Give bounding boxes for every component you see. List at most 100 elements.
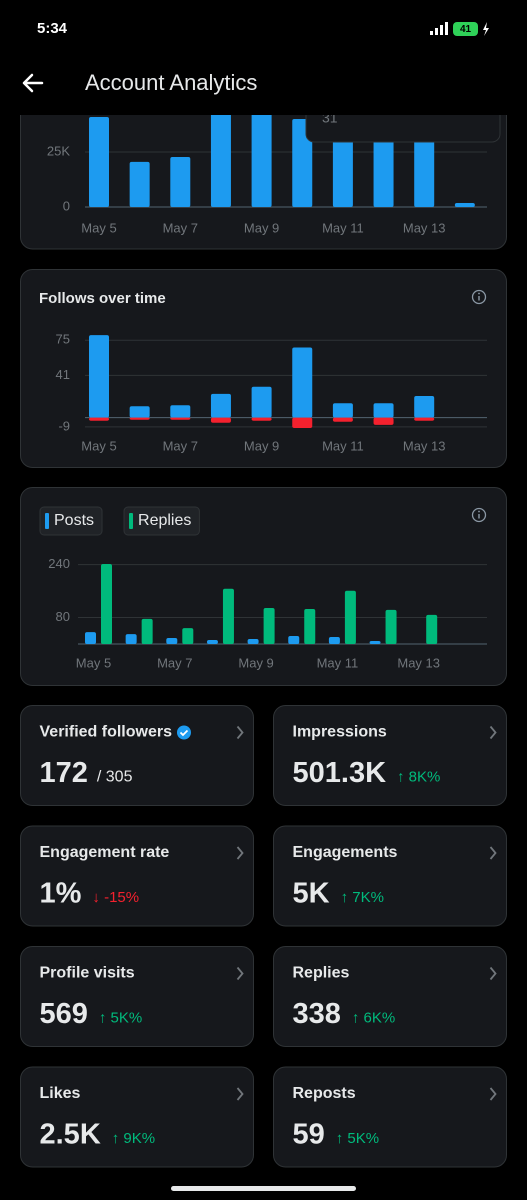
chevron: [236, 1087, 244, 1101]
bar: [292, 417, 313, 428]
legend-swatch: [129, 513, 134, 529]
tooltip: 31: [305, 110, 501, 143]
x-tick-label: May 9: [238, 655, 273, 670]
battery-icon: [453, 22, 478, 36]
bar: [141, 618, 153, 644]
bar: [373, 139, 394, 207]
info-icon[interactable]: [471, 507, 487, 523]
x-tick-label: May 5: [81, 438, 116, 453]
y-tick-label: 0: [63, 198, 70, 213]
verified-badge: [176, 725, 191, 740]
bar: [288, 636, 300, 644]
stat-card[interactable]: [20, 946, 254, 1047]
info-icon[interactable]: [471, 289, 487, 305]
stat-card[interactable]: [273, 825, 507, 927]
bar: [206, 640, 218, 644]
bar: [166, 638, 178, 644]
chart-title: Follows over time: [39, 290, 166, 307]
bar: [292, 119, 313, 207]
tooltip-text: 31: [322, 110, 338, 126]
bar: [414, 395, 435, 418]
back-button[interactable]: [22, 73, 44, 93]
stat-change: ↓ -15%: [92, 889, 139, 906]
y-tick-label: -9: [58, 418, 70, 433]
stat-change: ↑ 5K%: [99, 1009, 142, 1026]
x-tick-label: May 7: [163, 220, 198, 235]
bar: [251, 115, 272, 207]
bar: [85, 632, 96, 644]
y-tick-label: 80: [56, 609, 70, 624]
status-time: 5:34: [37, 20, 68, 37]
follows-chart: Follows over time 75 41 -9 May 5 May 7 May 9 Ma…: [39, 290, 487, 453]
scroll-area: 0 25K May 5 May 7 May 9 May 11 May 13 31: [20, 110, 507, 250]
header-title: Account Analytics: [85, 70, 257, 95]
stat-value: 172: [40, 757, 88, 789]
stat-change: ↑ 9K%: [112, 1130, 155, 1147]
stat-card[interactable]: [273, 1066, 507, 1168]
bar: [263, 607, 275, 644]
chevron: [236, 846, 244, 860]
x-tick-label: May 13: [403, 438, 446, 453]
bar: [210, 115, 231, 207]
bar: [328, 637, 340, 644]
bar: [222, 588, 234, 644]
stat-change: ↑ 6K%: [352, 1009, 395, 1026]
chevron: [236, 966, 244, 981]
stat-change: ↑ 5K%: [336, 1130, 379, 1147]
impressions-chart: 0 25K May 5 May 7 May 9 May 11 May 13: [47, 115, 487, 235]
x-tick-label: May 9: [244, 438, 279, 453]
bar: [373, 403, 394, 418]
bar: [332, 139, 353, 207]
bar: [251, 417, 272, 421]
bar: [129, 161, 150, 207]
legend-chip[interactable]: [123, 506, 200, 536]
stat-card[interactable]: [20, 1066, 254, 1168]
verified-check: [179, 729, 189, 737]
bar: [292, 347, 313, 418]
stat-card[interactable]: [20, 825, 254, 927]
stat-card[interactable]: [20, 705, 254, 806]
bar: [454, 203, 475, 207]
x-tick-label: May 5: [76, 655, 111, 670]
chevron: [236, 725, 244, 740]
y-tick-label: 41: [56, 367, 70, 382]
bar: [210, 393, 231, 418]
bar: [182, 628, 194, 644]
x-tick-label: May 13: [397, 655, 440, 670]
stat-label: Profile visits: [40, 965, 135, 982]
bar: [247, 639, 259, 644]
stat-card[interactable]: [273, 946, 507, 1047]
stat-value: 569: [40, 998, 88, 1030]
x-tick-label: May 11: [322, 438, 364, 453]
stat-suffix: / 305: [97, 769, 133, 786]
chevron: [489, 846, 497, 860]
bar: [426, 614, 438, 644]
battery-level: 41: [460, 24, 472, 35]
x-tick-label: May 5: [81, 220, 116, 235]
legend-chip[interactable]: [39, 506, 103, 536]
chevron: [489, 725, 497, 740]
bar: [89, 417, 109, 421]
stat-label: Likes: [40, 1085, 81, 1102]
chevron: [489, 966, 497, 981]
y-tick-label: 25K: [47, 143, 70, 158]
chevron: [489, 1087, 497, 1101]
signal-icon: [430, 22, 448, 35]
bar: [129, 417, 150, 420]
bar: [344, 590, 356, 644]
stat-value: 59: [293, 1119, 325, 1151]
bar: [251, 386, 272, 418]
bar: [129, 406, 150, 418]
legend-swatch: [45, 513, 49, 529]
x-tick-label: May 11: [322, 220, 364, 235]
charging-icon: [483, 22, 489, 36]
bar: [101, 563, 112, 644]
bar: [89, 335, 109, 418]
y-tick-label: 240: [48, 556, 70, 571]
bar: [170, 417, 191, 420]
bar: [125, 634, 137, 644]
legend-label: Posts: [54, 512, 94, 529]
stat-card[interactable]: [273, 705, 507, 806]
